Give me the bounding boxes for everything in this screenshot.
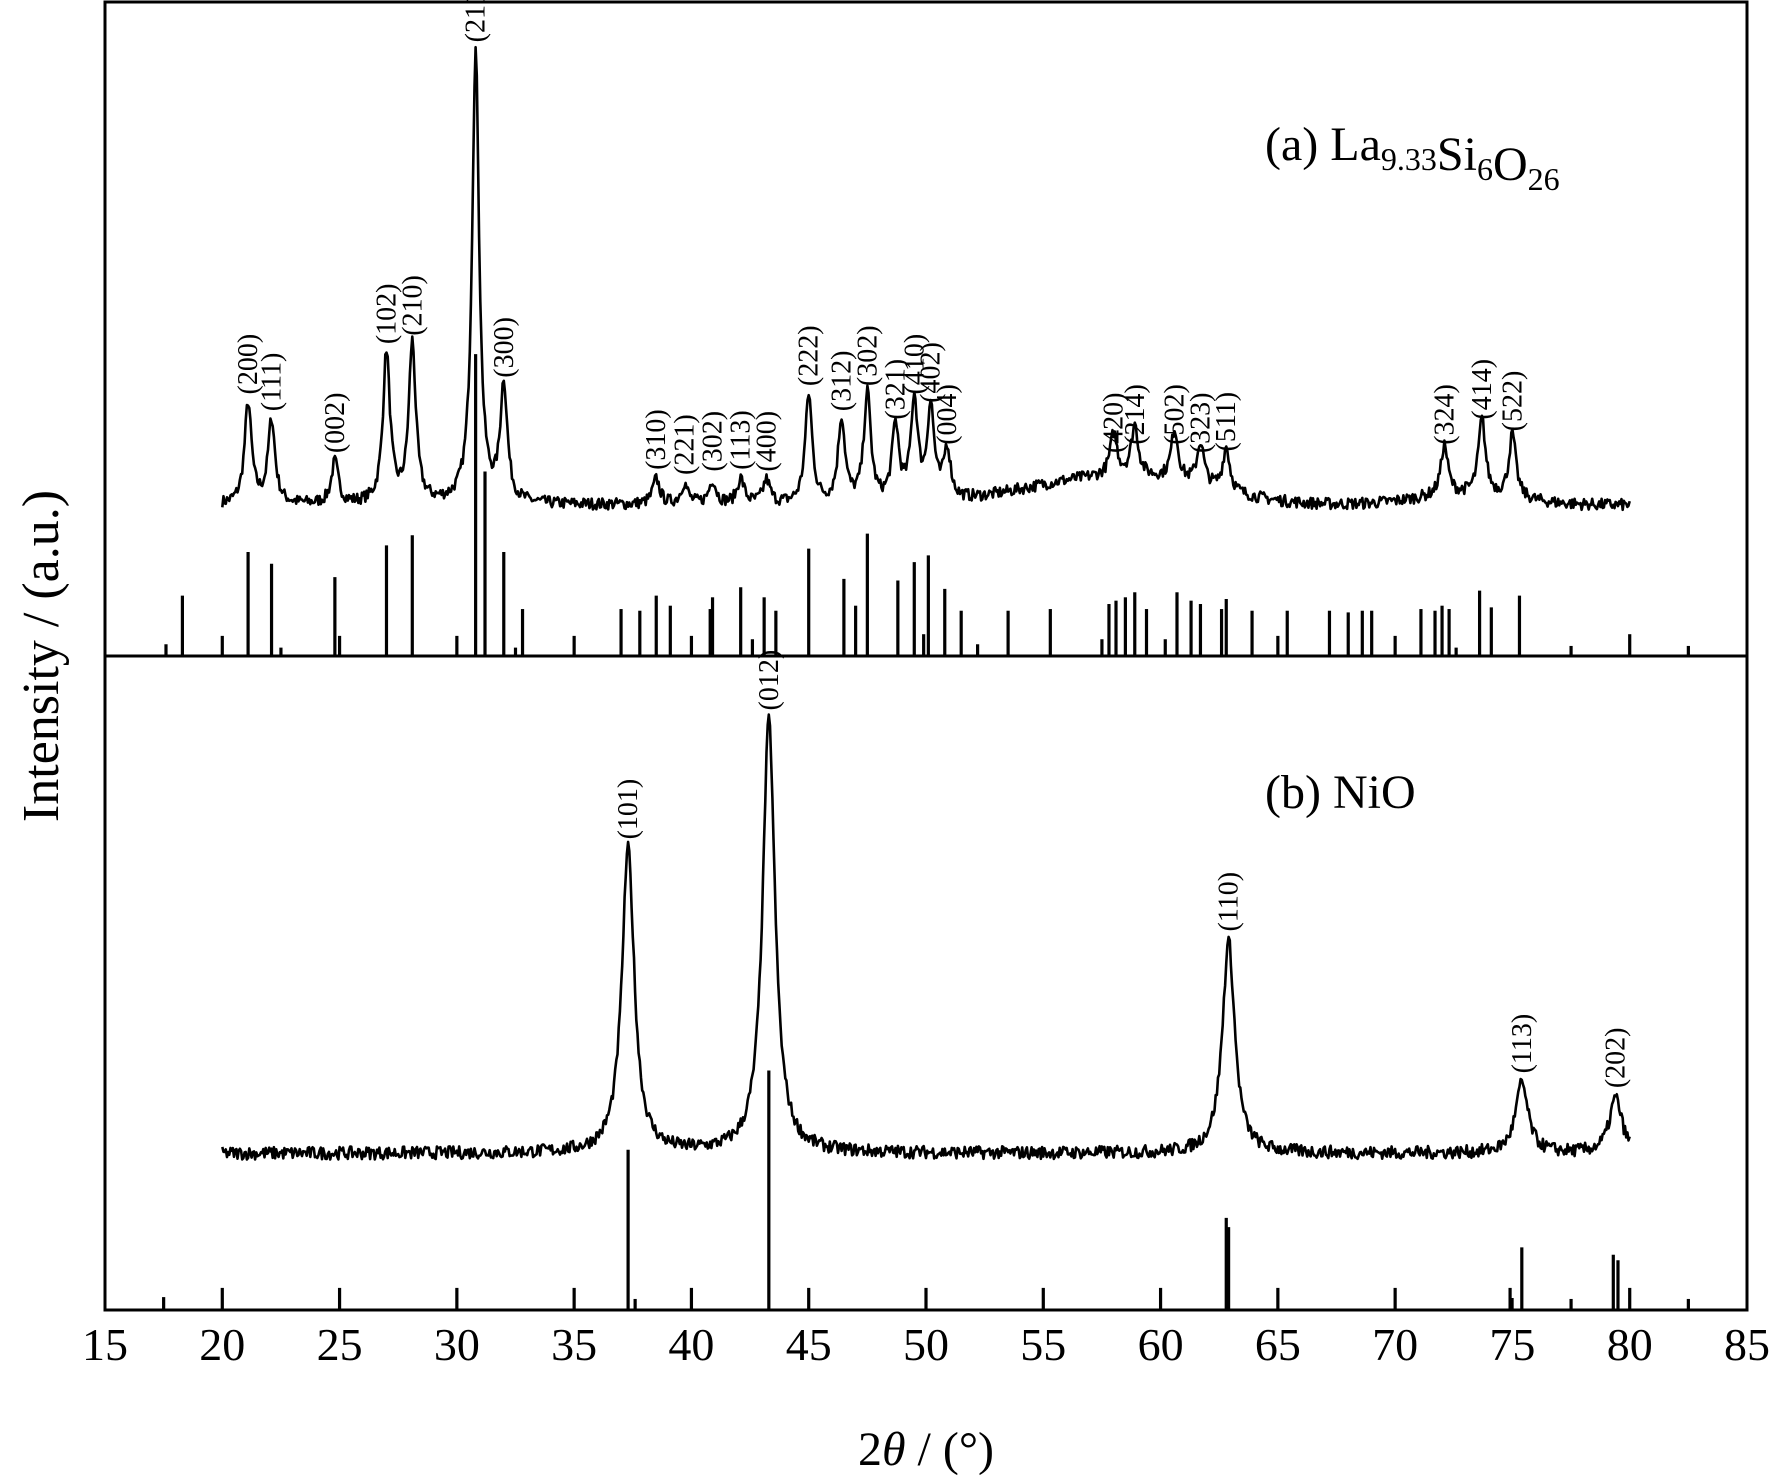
peak-label-a-8: (221): [669, 414, 700, 475]
peak-label-a-26: (522): [1497, 371, 1528, 432]
peak-label-a-9: (302): [698, 411, 729, 472]
panel-title-a: (a) La9.33Si6O26: [1265, 118, 1560, 197]
peak-label-a-13: (312): [827, 351, 858, 412]
pattern-line-b: [221, 713, 1631, 1161]
peak-label-a-16: (410): [899, 334, 930, 395]
peak-label-a-20: (214): [1120, 384, 1151, 445]
peak-label-b-4: (202): [1601, 1027, 1632, 1088]
x-tick-label-13: 80: [1607, 1319, 1653, 1370]
peak-label-a-6: (300): [489, 317, 520, 378]
panel-title-sub-a-0: 9.33: [1381, 141, 1437, 177]
peak-label-a-23: (511): [1211, 392, 1242, 452]
peak-label-a-24: (324): [1429, 384, 1460, 445]
peak-label-a-1: (111): [257, 353, 288, 412]
panel-title-part-a-1: Si: [1437, 128, 1477, 181]
peak-label-a-0: (200): [233, 334, 264, 395]
panel-title-lead-b: (b): [1265, 766, 1333, 819]
x-tick-label-5: 40: [668, 1319, 714, 1370]
panel-a: (200)(111) (002) (102)(210) (211) (300) (310)…: [164, 0, 1690, 656]
peak-label-a-3: (102): [371, 283, 402, 344]
panel-title-sub-a-1: 6: [1477, 151, 1493, 187]
x-tick-label-6: 45: [786, 1319, 832, 1370]
peak-label-a-21: (502): [1160, 384, 1191, 445]
x-axis-label: 2θ / (°): [858, 1423, 994, 1476]
peak-label-a-22: (323): [1185, 392, 1216, 453]
x-tick-label-14: 85: [1724, 1319, 1770, 1370]
x-tick-label-12: 75: [1489, 1319, 1535, 1370]
x-axis: 15 20 25 30 35 40 45 50 55 60 65 70 75 80 85: [82, 1298, 1770, 1370]
peak-label-a-5: (211): [461, 0, 492, 42]
x-tick-label-9: 60: [1138, 1319, 1184, 1370]
panel-title-part-a-0: La: [1330, 118, 1381, 171]
y-axis-label: Intensity / (a.u.): [13, 490, 70, 822]
peak-label-a-17: (402): [916, 342, 947, 403]
peak-label-a-18: (004): [932, 384, 963, 445]
x-tick-label-8: 55: [1020, 1319, 1066, 1370]
panel-title-part-a-2: O: [1493, 138, 1528, 191]
peak-label-a-25: (414): [1467, 359, 1498, 420]
peak-label-a-2: (002): [320, 392, 351, 453]
x-tick-label-0: 15: [82, 1319, 128, 1370]
x-tick-label-3: 30: [434, 1319, 480, 1370]
x-tick-label-7: 50: [903, 1319, 949, 1370]
peak-label-a-14: (302): [852, 325, 883, 386]
peak-label-a-15: (321): [881, 359, 912, 420]
x-tick-label-4: 35: [551, 1319, 597, 1370]
x-axis-label-theta: θ: [882, 1423, 906, 1476]
x-axis-label-suffix: / (°): [906, 1423, 995, 1476]
peak-label-a-12: (222): [794, 325, 825, 386]
panel-title-part-b-0: NiO: [1333, 766, 1416, 819]
x-tick-label-2: 25: [317, 1319, 363, 1370]
peak-label-b-0: (101): [613, 779, 644, 840]
peak-label-a-19: (420): [1099, 392, 1130, 453]
peak-label-a-7: (310): [641, 409, 672, 470]
peak-label-a-10: (113): [726, 410, 757, 470]
peak-label-a-4: (210): [397, 275, 428, 336]
x-tick-label-10: 65: [1255, 1319, 1301, 1370]
peak-label-a-11: (400): [751, 411, 782, 472]
pattern-line-a: [221, 45, 1631, 512]
peak-label-b-3: (113): [1507, 1014, 1538, 1074]
x-tick-label-11: 70: [1372, 1319, 1418, 1370]
panel-b: (101) (012) (110) (113) (202) (b) NiO: [162, 650, 1690, 1310]
peak-label-b-2: (110): [1214, 872, 1245, 932]
peak-label-b-1: (012): [754, 650, 785, 711]
x-tick-label-1: 20: [199, 1319, 245, 1370]
x-axis-label-prefix: 2: [858, 1423, 882, 1476]
panel-title-b: (b) NiO: [1265, 766, 1416, 819]
panel-title-sub-a-2: 26: [1528, 161, 1560, 197]
panel-title-lead-a: (a): [1265, 118, 1330, 171]
